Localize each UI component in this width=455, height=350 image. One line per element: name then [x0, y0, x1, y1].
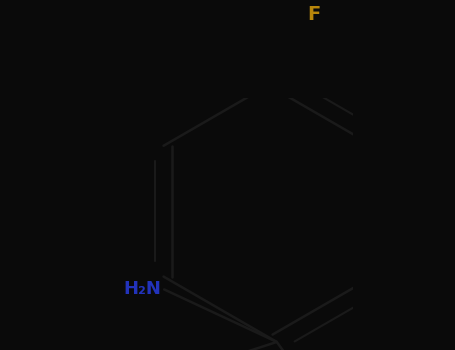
Text: H₂N: H₂N: [124, 280, 162, 299]
Text: F: F: [308, 5, 321, 24]
